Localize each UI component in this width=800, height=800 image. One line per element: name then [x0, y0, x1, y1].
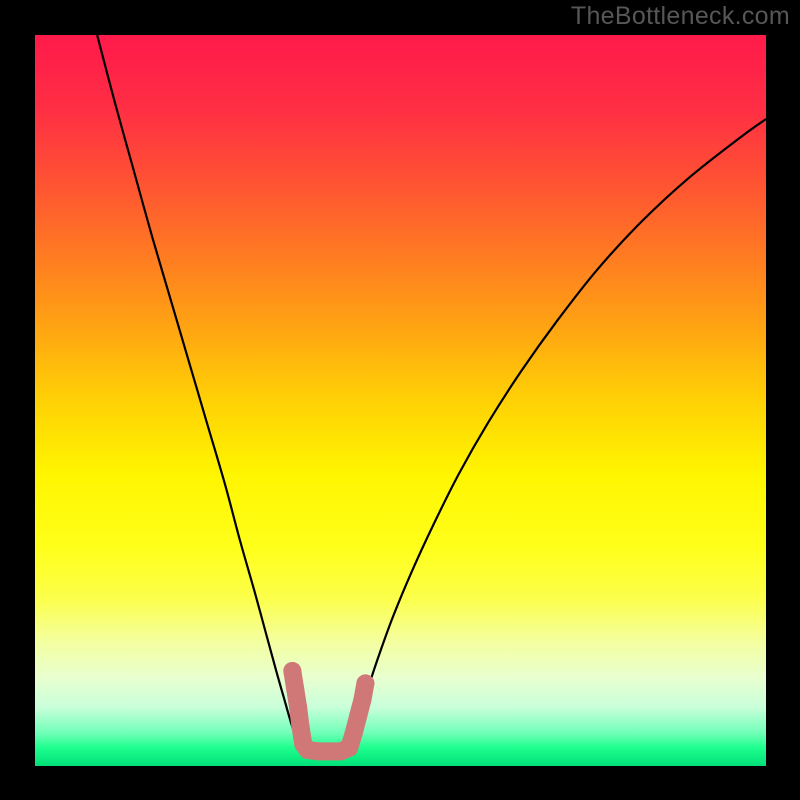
marker-dot — [353, 690, 371, 708]
marker-dot — [291, 717, 309, 735]
marker-dot — [356, 674, 374, 692]
marker-dot — [283, 662, 301, 680]
marker-dot — [345, 724, 363, 742]
chart-plot-area — [35, 35, 766, 766]
marker-dot — [349, 707, 367, 725]
chart-svg — [35, 35, 766, 766]
watermark-text: TheBottleneck.com — [571, 2, 790, 31]
canvas-frame: TheBottleneck.com — [0, 0, 800, 800]
marker-dot — [286, 680, 304, 698]
gradient-background — [35, 35, 766, 766]
marker-dot — [289, 699, 307, 717]
